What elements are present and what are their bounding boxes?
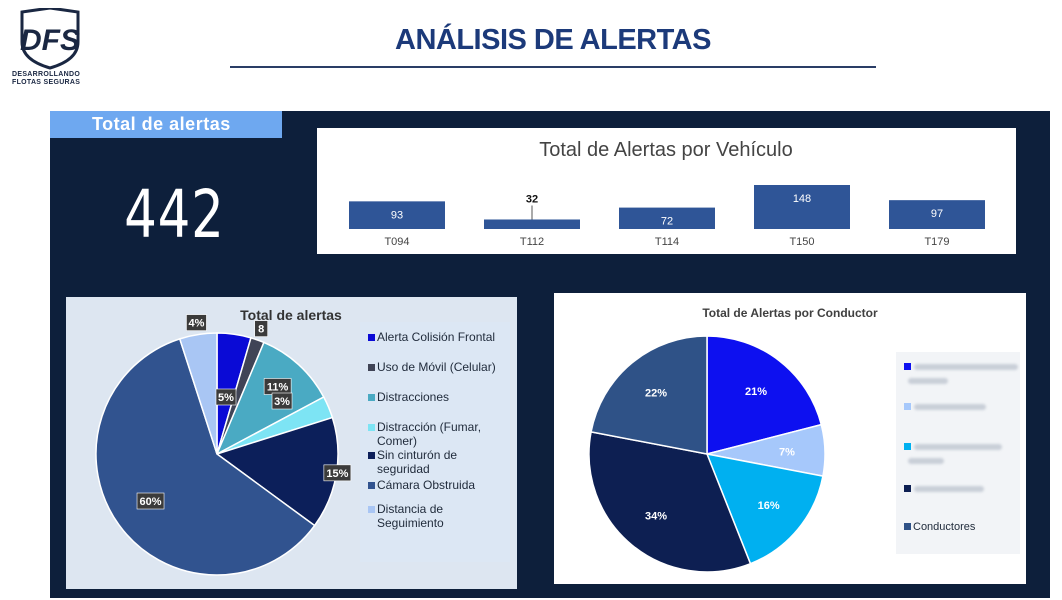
vehicle-category-label: T114 [655,236,679,248]
legend-swatch [904,523,911,530]
legend-label: Alerta Colisión Frontal [377,330,496,344]
redacted-driver-name [914,364,1018,370]
title-divider [230,66,876,68]
legend-label: Sin cinturón de seguridad [377,448,458,476]
driver-slice [590,335,708,455]
vehicle-bar [754,185,850,229]
vehicle-category-label: T150 [789,236,814,248]
redacted-driver-name [914,404,986,410]
alert-type-data-label-bg [254,320,268,337]
alert-type-chart-title: Total de alertas [240,307,342,323]
legend-label: Cámara Obstruida [377,478,476,492]
alert-type-data-label: 3% [274,396,290,408]
legend-swatch [368,482,375,489]
alert-type-data-label: 60% [140,496,162,508]
dfs-logo: DFS [10,6,90,88]
driver-data-label: 16% [758,500,780,512]
vehicle-chart-title: Total de Alertas por Vehículo [539,139,793,161]
vehicle-bar-value: 32 [526,193,538,205]
vehicle-bar-value: 148 [793,193,811,205]
driver-pie-chart: Total de Alertas por Conductor 21% 7% 16% 34… [588,306,878,573]
driver-slice [706,335,823,455]
alert-type-inner-label-bg [215,388,237,406]
legend-swatch [368,334,375,341]
legend-label: Distracciones [377,390,450,404]
alert-type-slice [215,341,325,456]
legend-swatch [368,394,375,401]
redacted-driver-name [908,378,948,384]
legend-swatch [368,452,375,459]
driver-data-label: 7% [779,446,795,458]
vehicle-bar-value: 72 [661,216,673,228]
alert-type-slice [95,337,316,576]
legend-label: Distracción (Fumar, Comer) [377,420,482,448]
legend-swatch [904,363,911,370]
legend-label: Conductores [913,521,976,533]
vehicle-bar-chart: Total de Alertas por Vehículo 93 T094 32 T11… [349,139,985,248]
total-alerts-value: 442 [124,176,225,253]
vehicle-bar-value: 93 [391,209,403,221]
alert-type-inner-label: 5% [218,392,234,404]
driver-data-label: 22% [645,387,667,399]
alert-type-legend: Alerta Colisión Frontal Uso de Móvil (Cel… [360,322,510,562]
legend-label: Uso de Móvil (Celular) [377,360,496,374]
alert-type-data-label-bg [323,464,352,482]
logo-text: DFS [20,24,80,57]
alert-type-data-label-bg [271,392,293,410]
legend-swatch [904,485,911,492]
vehicle-bar [349,201,445,229]
driver-chart-title: Total de Alertas por Conductor [702,306,878,320]
alert-type-data-label-bg [136,492,165,510]
driver-slice [705,453,824,565]
vehicle-category-label: T112 [520,236,544,248]
legend-swatch [904,403,911,410]
page-title: ANÁLISIS DE ALERTAS [395,24,711,56]
legend-swatch [368,424,375,431]
total-alerts-label: Total de alertas [50,111,282,138]
alert-type-data-label: 4% [188,318,204,330]
vehicle-category-label: T179 [924,236,949,248]
vehicle-bar [484,219,580,229]
alert-type-data-label-bg [186,314,207,331]
driver-data-label: 34% [645,511,667,523]
redacted-driver-name [914,444,1002,450]
alert-type-data-label: 8 [258,324,264,336]
vehicle-bar-value: 97 [931,208,943,220]
vehicle-bar [889,200,985,229]
vehicle-bar [619,207,715,229]
legend-swatch [904,443,911,450]
logo-tagline-2: FLOTAS SEGURAS [12,79,81,86]
logo-tagline: DESARROLLANDO FLOTAS SEGURAS [12,71,80,87]
driver-legend: Conductores [896,352,1020,554]
legend-label: Distancia de Seguimiento [377,502,444,530]
alert-type-data-label: 15% [326,468,348,480]
redacted-driver-name [908,458,944,464]
driver-data-label: 21% [745,386,767,398]
vehicle-category-label: T094 [384,236,409,248]
logo-tagline-1: DESARROLLANDO [12,71,81,78]
redacted-driver-name [914,486,984,492]
vehicle-chart-card: Total de Alertas por Vehículo 93 T094 32 T11… [317,128,1016,254]
alert-type-slice [178,332,218,455]
legend-swatch [368,506,375,513]
alert-type-data-label: 11% [267,381,289,393]
driver-slice [588,431,752,573]
legend-swatch [368,364,375,371]
